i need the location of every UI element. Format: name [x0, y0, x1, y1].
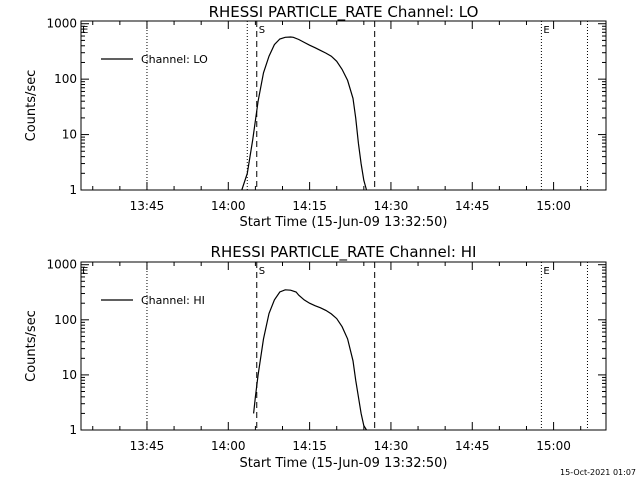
chart-panel-2: RHESSI PARTICLE_RATE Channel: HI 1 10 100 10…	[24, 243, 607, 471]
x-tick-label: 14:00	[211, 199, 246, 213]
x-tick-label: 14:30	[374, 199, 409, 213]
x-axis-label: Start Time (15-Jun-09 13:32:50)	[240, 456, 448, 471]
event-marker-label: S	[259, 266, 265, 277]
x-tick-label: 14:45	[455, 439, 490, 453]
x-axis-label: Start Time (15-Jun-09 13:32:50)	[240, 215, 448, 230]
event-marker-label: S	[259, 25, 265, 36]
x-tick-label: 13:45	[130, 199, 165, 213]
y-axis-label: Counts/sec	[24, 70, 39, 142]
chart-title: RHESSI PARTICLE_RATE Channel: HI	[211, 243, 477, 262]
x-tick-label: 15:00	[536, 199, 571, 213]
event-marker-label: E	[543, 266, 549, 277]
x-tick-label: 14:45	[455, 199, 490, 213]
y-tick-label: 100	[54, 72, 77, 86]
x-tick-label: 14:00	[211, 439, 246, 453]
y-tick-label: 10	[62, 128, 77, 142]
series-line	[241, 36, 368, 191]
y-axis-label: Counts/sec	[24, 310, 39, 382]
plot-frame	[80, 20, 607, 191]
chart-panel-1: RHESSI PARTICLE_RATE Channel: LO 1 10 100 10…	[24, 3, 607, 230]
series-line	[253, 289, 368, 431]
timestamp-label: 15-Oct-2021 01:07	[560, 468, 636, 477]
y-tick-label: 10	[62, 368, 77, 382]
corner-marker-label: E	[82, 266, 88, 277]
legend-entry: Channel: HI	[141, 294, 205, 307]
chart-title: RHESSI PARTICLE_RATE Channel: LO	[209, 3, 479, 22]
x-tick-label: 15:00	[536, 439, 571, 453]
x-tick-label: 14:15	[292, 199, 327, 213]
x-tick-label: 14:15	[292, 439, 327, 453]
legend-entry: Channel: LO	[141, 53, 208, 66]
y-tick-label: 1000	[46, 17, 77, 31]
x-tick-label: 13:45	[130, 439, 165, 453]
corner-marker-label: E	[82, 25, 88, 36]
x-tick-label: 14:30	[374, 439, 409, 453]
y-tick-label: 1000	[46, 258, 77, 272]
y-tick-label: 100	[54, 313, 77, 327]
y-tick-label: 1	[69, 423, 77, 437]
plot-frame	[80, 261, 607, 431]
event-marker-label: E	[543, 25, 549, 36]
y-tick-label: 1	[69, 183, 77, 197]
